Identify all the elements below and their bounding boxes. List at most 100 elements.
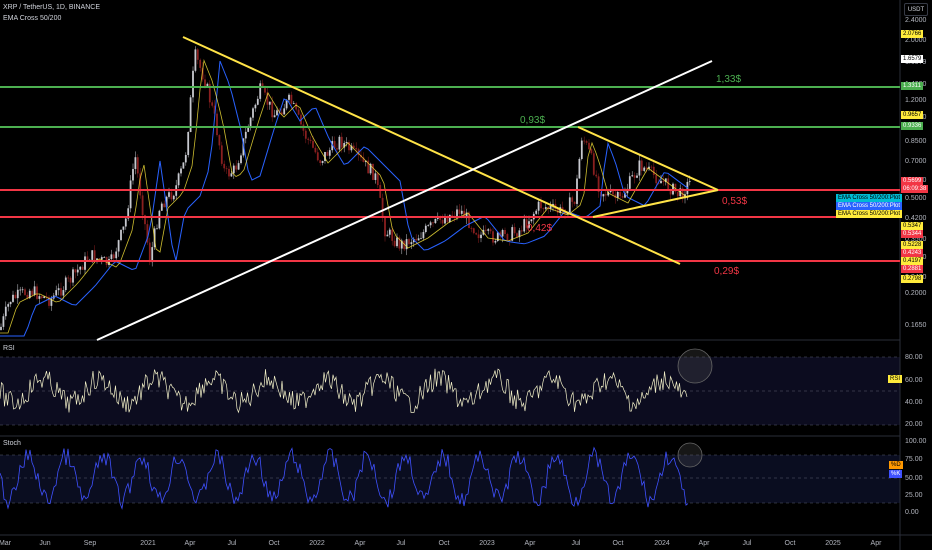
rsi-tick-label: 80.00 bbox=[905, 354, 923, 361]
price-tick-label: 0.7000 bbox=[905, 158, 927, 165]
time-tick-label: Oct bbox=[785, 540, 796, 547]
candle-body bbox=[324, 151, 326, 161]
price-label: 1.6579 bbox=[901, 55, 924, 63]
time-tick-label: Mar bbox=[0, 540, 12, 547]
candle-body bbox=[518, 230, 521, 238]
candle-body bbox=[612, 189, 614, 195]
candle-body bbox=[616, 192, 619, 198]
candle-body bbox=[132, 168, 134, 181]
stoch-tick-label: 50.00 bbox=[905, 475, 923, 482]
candle-body bbox=[590, 149, 593, 154]
price-label: 06:09:38 bbox=[901, 185, 929, 193]
candle-body bbox=[141, 195, 144, 216]
candle-body bbox=[285, 99, 288, 109]
candle-body bbox=[2, 316, 5, 327]
candle-body bbox=[504, 230, 506, 234]
rsi-highlight-circle[interactable] bbox=[677, 348, 713, 384]
candle-body bbox=[568, 197, 571, 213]
candle-body bbox=[144, 215, 146, 225]
candle-body bbox=[614, 194, 617, 198]
candle-body bbox=[165, 196, 168, 208]
stoch-title[interactable]: Stoch bbox=[3, 440, 21, 447]
stoch-axis[interactable]: 100.00 75.00 50.00 25.00 0.00 bbox=[905, 438, 927, 516]
candle-body bbox=[189, 97, 192, 133]
time-axis[interactable]: Mar Jun Sep 2021 Apr Jul Oct 2022 Apr Jul Oct 2023 A… bbox=[0, 540, 882, 547]
candle-body bbox=[103, 257, 106, 258]
candle-body bbox=[4, 306, 7, 317]
candle-body bbox=[158, 210, 161, 229]
ema-plot-label: EMA Cross 50/200:Plot bbox=[836, 194, 903, 202]
candle-body bbox=[129, 180, 132, 209]
candle-body bbox=[235, 165, 238, 170]
candle-body bbox=[650, 166, 653, 168]
candle-body bbox=[604, 194, 607, 196]
candle-body bbox=[182, 162, 185, 169]
candle-body bbox=[537, 201, 540, 211]
candle-body bbox=[458, 209, 461, 214]
candle-body bbox=[151, 247, 154, 263]
candle-body bbox=[57, 288, 60, 291]
price-label: 0.5347 bbox=[901, 222, 924, 230]
candle-body bbox=[669, 189, 672, 195]
candle-body bbox=[432, 222, 434, 224]
time-tick-label: Sep bbox=[84, 540, 97, 547]
price-tick-label: 0.1650 bbox=[905, 322, 927, 329]
candle-body bbox=[122, 226, 125, 230]
indicator-title[interactable]: EMA Cross 50/200 bbox=[3, 15, 62, 22]
candle-body bbox=[391, 229, 394, 241]
candle-body bbox=[345, 141, 348, 143]
ascending-trendline[interactable] bbox=[96, 60, 713, 341]
candle-body bbox=[204, 79, 206, 87]
stoch-k-line[interactable] bbox=[0, 446, 689, 510]
rsi-title[interactable]: RSI bbox=[3, 345, 15, 352]
candle-body bbox=[607, 191, 610, 196]
candle-body bbox=[403, 240, 406, 250]
price-label: 0.2881 bbox=[901, 265, 924, 273]
candle-body bbox=[362, 157, 365, 162]
candle-body bbox=[540, 201, 542, 209]
candle-body bbox=[268, 101, 271, 105]
triangle-lower-line[interactable] bbox=[592, 189, 719, 218]
candle-body bbox=[580, 140, 583, 159]
symbol-title[interactable]: XRP / TetherUS, 1D, BINANCE bbox=[3, 4, 100, 11]
candle-body bbox=[148, 242, 151, 263]
candle-body bbox=[501, 230, 504, 237]
candle-body bbox=[194, 49, 197, 71]
candle-body bbox=[516, 233, 518, 238]
candle-body bbox=[86, 256, 89, 261]
currency-button[interactable]: USDT bbox=[904, 3, 928, 16]
rsi-axis[interactable]: 80.00 60.00 40.00 20.00 bbox=[905, 354, 923, 428]
candle-body bbox=[252, 108, 254, 118]
price-tick-label: 0.4200 bbox=[905, 215, 927, 222]
candle-body bbox=[384, 217, 386, 237]
candle-body bbox=[230, 173, 233, 177]
candle-body bbox=[657, 183, 660, 185]
candle-body bbox=[177, 173, 180, 186]
descending-trendline[interactable] bbox=[182, 36, 681, 265]
candle-body bbox=[492, 231, 494, 243]
candlestick-series[interactable] bbox=[0, 46, 691, 331]
candle-body bbox=[24, 289, 26, 295]
candle-body bbox=[261, 83, 264, 88]
candle-body bbox=[266, 92, 269, 105]
price-label: 1.3311 bbox=[901, 82, 923, 90]
candle-body bbox=[67, 277, 70, 279]
ema-slow-line[interactable] bbox=[0, 60, 689, 337]
candle-body bbox=[100, 257, 103, 260]
price-tick-label: 0.8500 bbox=[905, 138, 927, 145]
candle-body bbox=[127, 208, 130, 219]
ema-fast-line[interactable] bbox=[0, 58, 689, 334]
candle-body bbox=[451, 214, 454, 216]
candle-body bbox=[208, 83, 211, 103]
time-tick-label: Apr bbox=[699, 540, 711, 547]
stoch-highlight-circle[interactable] bbox=[677, 442, 703, 468]
candle-body bbox=[28, 290, 31, 299]
candle-body bbox=[367, 160, 370, 174]
candle-body bbox=[511, 227, 514, 241]
candle-body bbox=[81, 266, 84, 270]
rsi-line[interactable] bbox=[0, 368, 688, 414]
triangle-upper-line[interactable] bbox=[577, 126, 719, 191]
candle-body bbox=[664, 178, 667, 182]
stoch-tick-label: 100.00 bbox=[905, 438, 927, 445]
